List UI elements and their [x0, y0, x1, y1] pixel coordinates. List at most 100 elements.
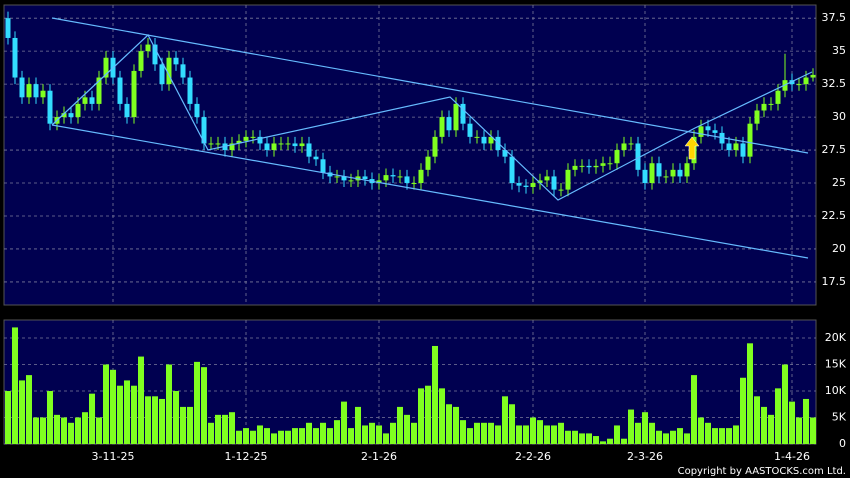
y-tick-label: 30: [832, 110, 846, 123]
volume-bar: [488, 422, 494, 444]
volume-bar: [75, 417, 81, 444]
candle-body: [460, 103, 466, 124]
volume-bar: [152, 396, 158, 444]
volume-bar: [544, 425, 550, 444]
y-tick-label: 37.5: [822, 11, 847, 24]
candle-body: [264, 143, 270, 151]
candle-body: [474, 136, 480, 138]
x-tick-label: 1-4-26: [774, 450, 810, 463]
volume-bar: [215, 414, 221, 444]
volume-bar: [285, 430, 291, 444]
volume-bar: [390, 422, 396, 444]
candle-body: [40, 90, 46, 98]
volume-bar: [19, 380, 25, 444]
volume-bar: [761, 406, 767, 444]
candle-body: [607, 163, 613, 165]
volume-bar: [670, 430, 676, 444]
volume-bar: [782, 364, 788, 444]
volume-bar: [5, 391, 11, 444]
y-tick-label: 27.5: [822, 143, 847, 156]
candle-body: [313, 156, 319, 160]
volume-bar: [803, 398, 809, 444]
volume-bar: [383, 433, 389, 444]
volume-bar: [600, 441, 606, 444]
volume-bar: [26, 375, 32, 444]
candle-body: [194, 103, 200, 118]
volume-bar: [439, 388, 445, 444]
candle-body: [208, 143, 214, 145]
candle-body: [516, 183, 522, 186]
volume-bar: [47, 391, 53, 444]
candle-body: [292, 143, 298, 147]
candle-body: [670, 169, 676, 177]
candle-body: [306, 143, 312, 157]
candle-body: [432, 136, 438, 157]
volume-bar: [96, 417, 102, 444]
candle-body: [628, 143, 634, 145]
candle-body: [26, 84, 32, 98]
volume-bar: [775, 388, 781, 444]
volume-bar: [341, 401, 347, 444]
volume-bar: [187, 406, 193, 444]
candle-body: [229, 143, 235, 151]
candle-body: [180, 64, 186, 78]
volume-bar: [565, 430, 571, 444]
candle-body: [411, 183, 417, 185]
candle-body: [75, 103, 81, 118]
candle-body: [593, 165, 599, 168]
candle-body: [656, 163, 662, 177]
candle-body: [348, 180, 354, 182]
volume-bar: [789, 401, 795, 444]
volume-bar: [733, 425, 739, 444]
volume-bar: [264, 428, 270, 444]
candle-body: [201, 117, 207, 144]
volume-bar: [691, 375, 697, 444]
volume-tick-label: 5K: [832, 411, 847, 424]
volume-bar: [593, 436, 599, 444]
volume-bar: [579, 433, 585, 444]
volume-bar: [530, 417, 536, 444]
candle-body: [117, 77, 123, 104]
volume-bar: [607, 438, 613, 444]
volume-bar: [495, 425, 501, 444]
candle-body: [173, 57, 179, 65]
candle-body: [754, 110, 760, 124]
volume-bar: [33, 417, 39, 444]
volume-bar: [369, 422, 375, 444]
candle-body: [712, 130, 718, 133]
volume-bar: [89, 393, 95, 444]
volume-bar: [180, 406, 186, 444]
candle-body: [187, 77, 193, 104]
volume-bar: [145, 396, 151, 444]
volume-bar: [397, 406, 403, 444]
candle-body: [642, 169, 648, 184]
candle-body: [418, 169, 424, 184]
volume-bar: [572, 430, 578, 444]
candle-body: [523, 185, 529, 187]
volume-bar: [628, 409, 634, 444]
candle-body: [257, 136, 263, 144]
volume-bar: [355, 406, 361, 444]
candle-body: [761, 103, 767, 111]
volume-bar: [243, 428, 249, 444]
volume-bar: [222, 414, 228, 444]
candle-body: [166, 57, 172, 85]
candle-body: [530, 183, 536, 187]
volume-bar: [649, 422, 655, 444]
volume-bar: [292, 428, 298, 444]
candle-body: [103, 57, 109, 78]
candle-body: [488, 136, 494, 144]
x-tick-label: 2-1-26: [361, 450, 397, 463]
volume-bar: [271, 433, 277, 444]
candle-body: [698, 126, 704, 137]
candle-body: [124, 103, 130, 118]
volume-bar: [117, 385, 123, 444]
volume-bar: [166, 364, 172, 444]
volume-bar: [523, 425, 529, 444]
volume-bar: [138, 356, 144, 444]
candle-body: [334, 176, 340, 178]
candle-body: [502, 150, 508, 157]
candle-body: [425, 156, 431, 170]
candle-body: [621, 143, 627, 151]
candle-body: [236, 140, 242, 144]
